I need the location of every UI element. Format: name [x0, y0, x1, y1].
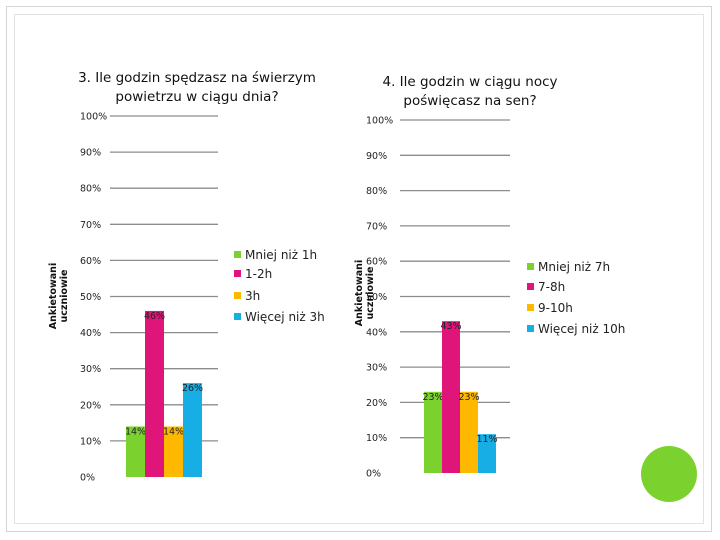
slide-frame-outer	[6, 6, 712, 532]
chart-1: 3. Ile godzin spędzasz na świerzym powiet…	[48, 70, 325, 484]
bar	[478, 434, 496, 473]
y-tick-label: 90%	[80, 148, 101, 159]
bar-data-label: 11%	[476, 434, 497, 445]
legend-label: 1-2h	[245, 267, 272, 281]
y-tick-label: 50%	[80, 292, 101, 303]
legend-swatch	[527, 263, 534, 270]
bar	[183, 383, 202, 477]
chart-title-line: 4. Ile godzin w ciągu nocy	[382, 74, 557, 90]
y-tick-label: 50%	[366, 292, 387, 303]
legend-label: 7-8h	[538, 280, 565, 294]
bar-data-label: 46%	[144, 311, 165, 322]
y-tick-label: 20%	[366, 398, 387, 409]
legend-label: 9-10h	[538, 301, 573, 315]
bar-data-label: 14%	[125, 426, 146, 437]
y-axis-title-line: uczniowie	[59, 270, 70, 323]
y-tick-label: 30%	[366, 363, 387, 374]
bar	[145, 310, 164, 477]
y-tick-label: 100%	[366, 116, 393, 127]
y-tick-label: 70%	[80, 220, 101, 231]
y-tick-label: 0%	[80, 473, 95, 484]
y-tick-label: 30%	[80, 364, 101, 375]
y-tick-label: 10%	[80, 436, 101, 447]
bar	[424, 391, 442, 473]
y-axis-title-line: Ankietowani	[354, 260, 365, 326]
legend-swatch	[527, 325, 534, 332]
chart-title-line: poświęcasz na sen?	[403, 93, 536, 109]
y-tick-label: 80%	[80, 184, 101, 195]
legend-label: Więcej niż 10h	[538, 322, 625, 336]
bar	[460, 391, 478, 473]
y-tick-label: 40%	[80, 328, 101, 339]
y-tick-label: 60%	[80, 256, 101, 267]
chart-2: 4. Ile godzin w ciągu nocy poświęcasz na …	[354, 74, 625, 480]
legend-label: Więcej niż 3h	[245, 310, 325, 324]
y-tick-label: 60%	[366, 257, 387, 268]
legend-label: Mniej niż 7h	[538, 260, 610, 274]
y-tick-label: 100%	[80, 112, 107, 123]
legend-swatch	[234, 292, 241, 299]
bar-data-label: 26%	[182, 383, 203, 394]
y-tick-label: 80%	[366, 186, 387, 197]
chart-title-line: 3. Ile godzin spędzasz na świerzym	[78, 70, 316, 86]
legend-label: Mniej niż 1h	[245, 248, 317, 262]
y-tick-label: 10%	[366, 433, 387, 444]
y-axis-title: Ankietowaniuczniowie	[48, 263, 70, 329]
bar	[126, 426, 145, 477]
y-tick-label: 70%	[366, 221, 387, 232]
legend-swatch	[234, 270, 241, 277]
y-axis-title: Ankietowaniuczniowie	[354, 260, 376, 326]
legend-swatch	[527, 283, 534, 290]
y-axis-title-line: Ankietowani	[48, 263, 59, 329]
bar	[442, 321, 460, 473]
bar-data-label: 43%	[440, 321, 461, 332]
legend-label: 3h	[245, 289, 260, 303]
chart-title-line: powietrzu w ciągu dnia?	[115, 89, 278, 105]
bar-data-label: 23%	[458, 392, 479, 403]
y-tick-label: 20%	[80, 400, 101, 411]
corner-accent-circle	[641, 446, 697, 502]
legend-swatch	[234, 313, 241, 320]
legend-swatch	[527, 304, 534, 311]
y-axis-title-line: uczniowie	[365, 267, 376, 320]
bar-data-label: 14%	[163, 426, 184, 437]
slide-frame-inner	[14, 14, 704, 524]
bar	[164, 426, 183, 477]
y-tick-label: 40%	[366, 327, 387, 338]
y-tick-label: 0%	[366, 469, 381, 480]
legend-swatch	[234, 251, 241, 258]
bar-data-label: 23%	[422, 392, 443, 403]
y-tick-label: 90%	[366, 151, 387, 162]
